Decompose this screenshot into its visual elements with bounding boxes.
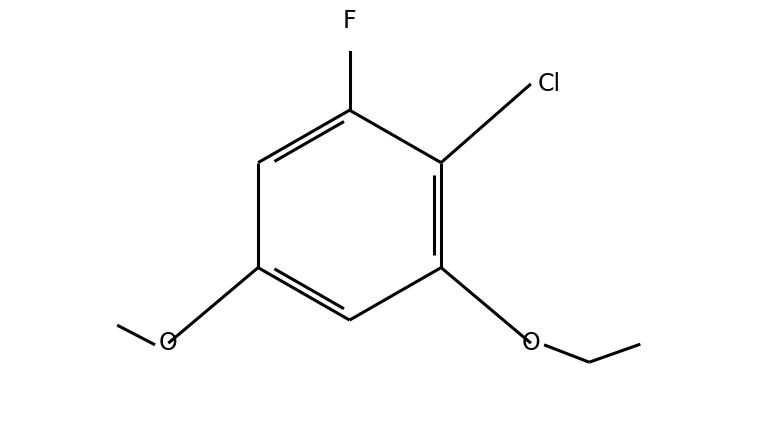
Text: Cl: Cl [538, 72, 561, 96]
Text: F: F [343, 9, 356, 33]
Text: O: O [521, 331, 540, 355]
Text: O: O [159, 331, 178, 355]
